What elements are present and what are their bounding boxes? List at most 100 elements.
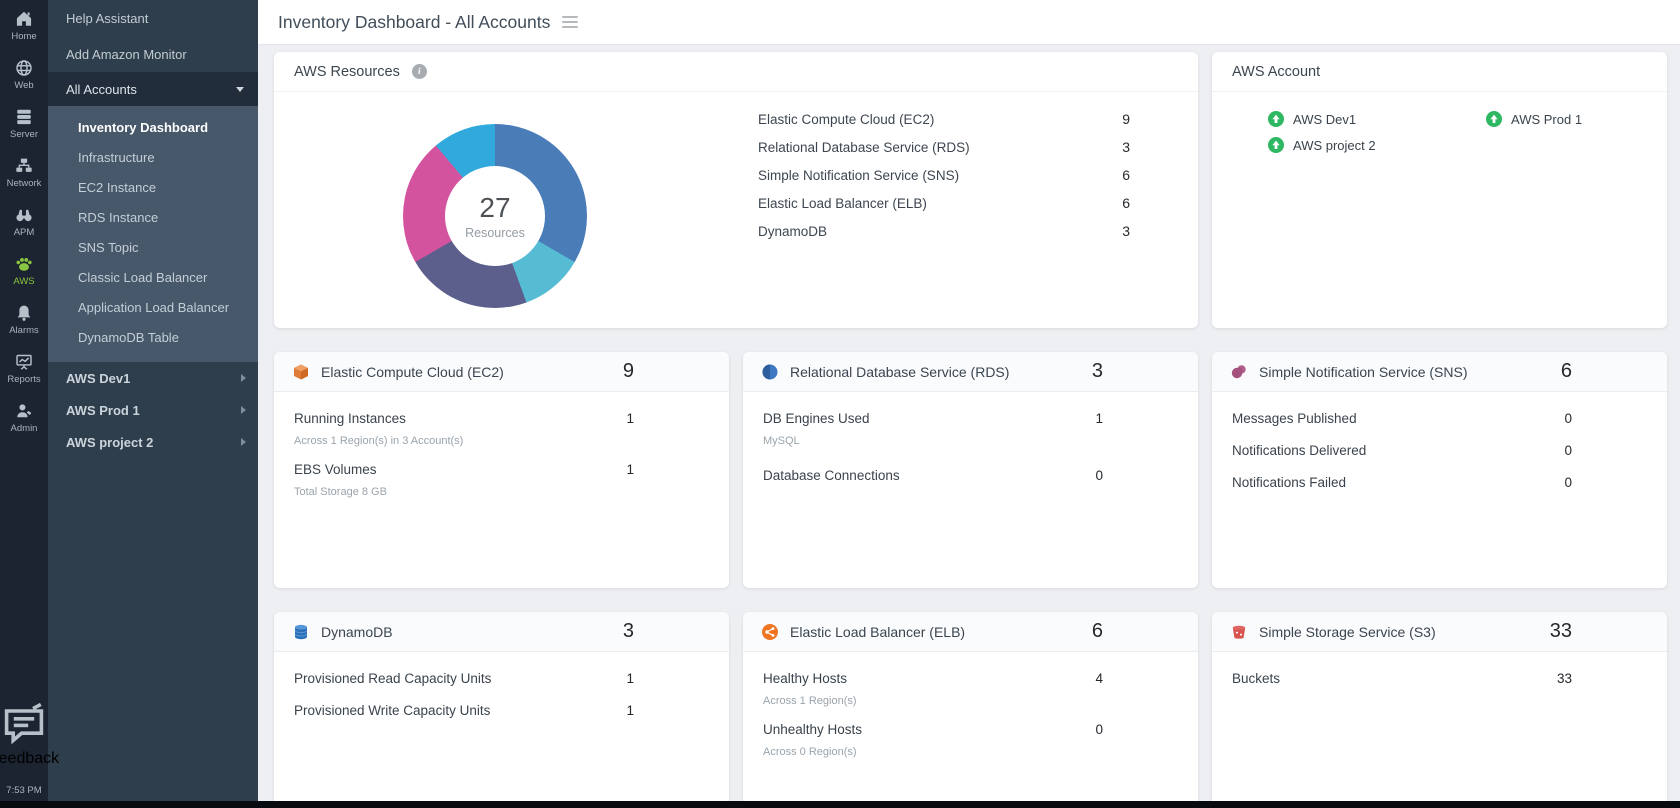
card-title: Elastic Load Balancer (ELB) xyxy=(790,623,966,640)
sns-card: Simple Notification Service (SNS) 6 Mess… xyxy=(1212,352,1667,588)
rail-item-feedback[interactable]: Feedback xyxy=(0,702,59,768)
card-total: 3 xyxy=(1091,360,1103,382)
reports-icon xyxy=(16,354,32,370)
sidebar-item-dynamodb-table[interactable]: DynamoDB Table xyxy=(78,329,179,345)
server-icon xyxy=(17,109,31,125)
resources-donut-chart: 27 Resources xyxy=(403,124,587,308)
rail-item-web[interactable]: Web xyxy=(0,59,48,91)
ec2-card: Elastic Compute Cloud (EC2) 9 Running In… xyxy=(274,352,729,588)
sidebar-item-sns-topic[interactable]: SNS Topic xyxy=(78,239,139,255)
card-title: AWS Account xyxy=(1232,63,1321,80)
card-total: 9 xyxy=(622,360,634,382)
rail-item-home[interactable]: Home xyxy=(0,10,48,42)
feedback-icon xyxy=(4,702,44,745)
binoculars-icon xyxy=(16,209,32,222)
card-title: Simple Storage Service (S3) xyxy=(1259,623,1436,640)
dynamodb-icon xyxy=(292,623,310,641)
donut-center: 27 Resources xyxy=(445,166,545,266)
sns-icon xyxy=(1230,363,1248,381)
page-title: Inventory Dashboard - All Accounts xyxy=(278,11,551,32)
account-link-aws-dev1[interactable]: AWS Dev1 xyxy=(1268,111,1486,127)
rail-item-server[interactable]: Server xyxy=(0,108,48,140)
nav-rail: Home Web Server Network APM AWS Alarms R… xyxy=(0,0,59,808)
sidebar-item-help-assistant[interactable]: Help Assistant xyxy=(66,10,149,26)
card-title: Relational Database Service (RDS) xyxy=(790,363,1010,380)
legend-row: Elastic Load Balancer (ELB) 6 xyxy=(758,195,1130,211)
page-header: Inventory Dashboard - All Accounts xyxy=(258,0,1680,45)
rail-item-admin[interactable]: Admin xyxy=(0,402,48,434)
metric-row: Provisioned Read Capacity Units 1 xyxy=(294,671,634,686)
metric-row: Database Connections 0 xyxy=(763,468,1103,483)
sidebar-item-aws-project-2[interactable]: AWS project 2 xyxy=(48,426,258,458)
metric-row: Messages Published 0 xyxy=(1232,411,1572,426)
rds-db-icon xyxy=(761,363,779,381)
accounts-dropdown-label: All Accounts xyxy=(66,81,137,97)
card-total: 3 xyxy=(622,620,634,642)
sidebar-item-infrastructure[interactable]: Infrastructure xyxy=(78,149,155,165)
aws-paw-icon xyxy=(16,258,32,271)
donut-center-label: Resources xyxy=(465,226,525,240)
metric-row: Buckets 33 xyxy=(1232,671,1572,686)
s3-card: Simple Storage Service (S3) 33 Buckets 3… xyxy=(1212,612,1667,808)
donut-total: 27 xyxy=(479,192,511,223)
sidebar-accounts-dropdown[interactable]: All Accounts xyxy=(48,72,258,106)
account-link-aws-project-2[interactable]: AWS project 2 xyxy=(1268,137,1486,153)
hamburger-menu-icon[interactable] xyxy=(562,16,579,28)
resources-legend: Elastic Compute Cloud (EC2) 9 Relational… xyxy=(758,93,1130,240)
admin-icon xyxy=(17,404,32,418)
rail-item-network[interactable]: Network xyxy=(0,157,48,189)
accounts-submenu: Inventory Dashboard Infrastructure EC2 I… xyxy=(48,106,258,362)
metric-row: EBS Volumes 1 Total Storage 8 GB xyxy=(294,462,634,498)
sidebar-item-aws-prod-1[interactable]: AWS Prod 1 xyxy=(48,394,258,426)
metric-row: Notifications Failed 0 xyxy=(1232,475,1572,490)
bell-icon xyxy=(17,305,31,321)
sidebar-item-aws-dev1[interactable]: AWS Dev1 xyxy=(48,362,258,394)
sidebar-item-rds-instance[interactable]: RDS Instance xyxy=(78,209,159,225)
sidebar-item-add-amazon-monitor[interactable]: Add Amazon Monitor xyxy=(66,46,187,62)
card-title: AWS Resources xyxy=(294,63,400,80)
ec2-cube-icon xyxy=(292,363,310,381)
legend-row: DynamoDB 3 xyxy=(758,223,1130,239)
dynamodb-card: DynamoDB 3 Provisioned Read Capacity Uni… xyxy=(274,612,729,808)
sidebar-item-inventory-dashboard[interactable]: Inventory Dashboard xyxy=(78,119,209,135)
chevron-right-icon xyxy=(241,406,246,414)
rail-item-reports[interactable]: Reports xyxy=(0,353,48,385)
status-up-icon xyxy=(1486,111,1502,127)
sidebar-item-ec2-instance[interactable]: EC2 Instance xyxy=(78,179,157,195)
metric-row: Healthy Hosts 4 Across 1 Region(s) xyxy=(763,671,1103,707)
window-bottom-edge xyxy=(0,801,1680,808)
legend-row: Simple Notification Service (SNS) 6 xyxy=(758,167,1130,183)
aws-resources-card: AWS Resources i 27 Resources Elastic Com… xyxy=(274,52,1198,328)
rail-item-alarms[interactable]: Alarms xyxy=(0,304,48,336)
rail-item-apm[interactable]: APM xyxy=(0,206,48,238)
clock-time: 7:53 PM xyxy=(6,785,42,796)
sidebar: Help Assistant Add Amazon Monitor All Ac… xyxy=(48,0,258,808)
s3-bucket-icon xyxy=(1230,623,1248,641)
metric-row: DB Engines Used 1 MySQL xyxy=(763,411,1103,447)
metric-row: Notifications Delivered 0 xyxy=(1232,443,1572,458)
card-total: 33 xyxy=(1549,620,1572,642)
card-title: DynamoDB xyxy=(321,623,393,640)
info-icon[interactable]: i xyxy=(411,64,427,79)
metric-row: Provisioned Write Capacity Units 1 xyxy=(294,703,634,718)
status-up-icon xyxy=(1268,137,1284,153)
globe-icon xyxy=(16,60,32,76)
network-icon xyxy=(16,158,32,172)
card-title: Elastic Compute Cloud (EC2) xyxy=(321,363,504,380)
account-link-aws-prod-1[interactable]: AWS Prod 1 xyxy=(1486,111,1667,127)
legend-row: Relational Database Service (RDS) 3 xyxy=(758,139,1130,155)
sidebar-item-classic-load-balancer[interactable]: Classic Load Balancer xyxy=(78,269,208,285)
metric-row: Running Instances 1 Across 1 Region(s) i… xyxy=(294,411,634,447)
main-content: Inventory Dashboard - All Accounts AWS R… xyxy=(258,0,1680,808)
metric-row: Unhealthy Hosts 0 Across 0 Region(s) xyxy=(763,722,1103,758)
elb-icon xyxy=(761,623,779,641)
rds-card: Relational Database Service (RDS) 3 DB E… xyxy=(743,352,1198,588)
rail-item-aws[interactable]: AWS xyxy=(0,255,48,287)
sidebar-item-application-load-balancer[interactable]: Application Load Balancer xyxy=(78,299,230,315)
chevron-down-icon xyxy=(236,86,244,92)
card-title: Simple Notification Service (SNS) xyxy=(1259,363,1468,380)
aws-account-card: AWS Account AWS Dev1 AWS Prod 1 AWS proj… xyxy=(1212,52,1667,328)
chevron-right-icon xyxy=(241,438,246,446)
status-up-icon xyxy=(1268,111,1284,127)
home-icon xyxy=(16,11,32,26)
